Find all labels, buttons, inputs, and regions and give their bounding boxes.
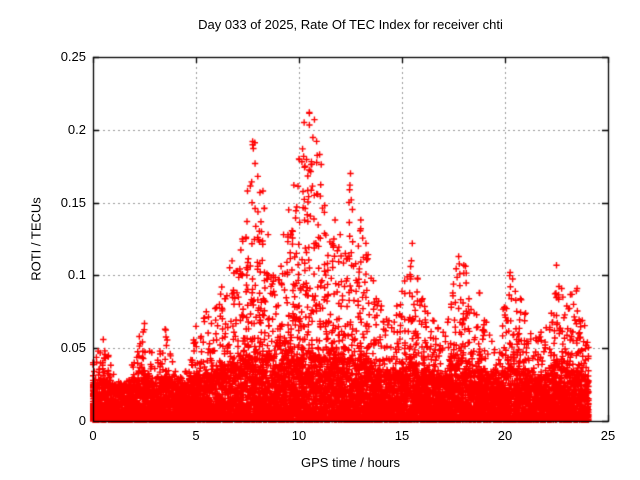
x-tick-label: 5 — [192, 428, 200, 443]
x-tick-label: 0 — [89, 428, 97, 443]
y-tick-label: 0.1 — [67, 267, 86, 283]
y-tick-label: 0.05 — [60, 340, 86, 356]
x-tick-label: 25 — [600, 428, 616, 443]
x-tick-label: 20 — [497, 428, 513, 443]
x-axis-label: GPS time / hours — [301, 455, 400, 470]
y-tick-label: 0.15 — [60, 194, 86, 210]
y-tick-label: 0 — [78, 413, 86, 428]
y-tick-label: 0.25 — [60, 49, 86, 64]
y-tick-label: 0.2 — [67, 121, 86, 137]
x-tick-label: 10 — [291, 428, 307, 443]
x-tick-label: 15 — [394, 428, 410, 443]
chart-title: Day 033 of 2025, Rate Of TEC Index for r… — [198, 17, 503, 32]
